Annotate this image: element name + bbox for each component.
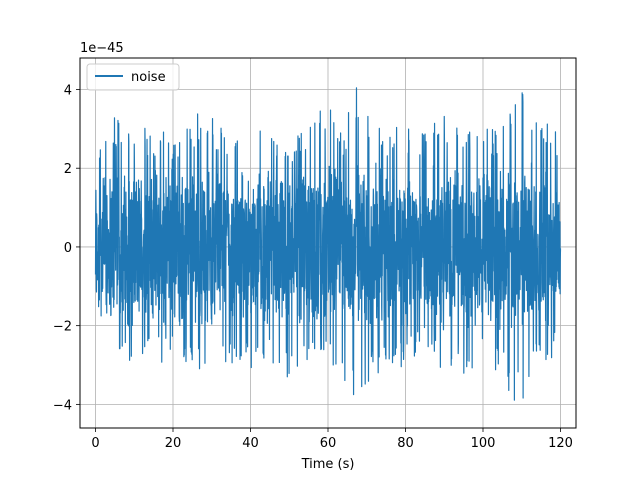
legend: noise xyxy=(86,63,180,91)
x-tick-label: 80 xyxy=(397,436,414,451)
y-tick-label: 2 xyxy=(64,162,72,177)
x-tick-label: 120 xyxy=(548,436,573,451)
y-tick-label: −2 xyxy=(53,320,72,335)
y-tick-label: 4 xyxy=(64,83,72,98)
y-tick-label: 0 xyxy=(64,241,72,256)
series-line-noise xyxy=(94,87,562,401)
series-layer xyxy=(94,87,562,401)
axis-ticks: 0 20 40 60 80 100 120 −4 −2 0 2 4 xyxy=(53,83,573,451)
x-axis-label: Time (s) xyxy=(301,457,355,472)
legend-box xyxy=(86,63,180,91)
y-tick-label: −4 xyxy=(53,398,72,413)
x-tick-label: 40 xyxy=(242,436,259,451)
legend-label-noise: noise xyxy=(131,70,166,85)
x-tick-label: 60 xyxy=(320,436,337,451)
y-axis-offset-text: 1e−45 xyxy=(80,41,124,56)
x-tick-label: 20 xyxy=(165,436,182,451)
x-tick-label: 100 xyxy=(471,436,496,451)
x-tick-label: 0 xyxy=(91,436,99,451)
